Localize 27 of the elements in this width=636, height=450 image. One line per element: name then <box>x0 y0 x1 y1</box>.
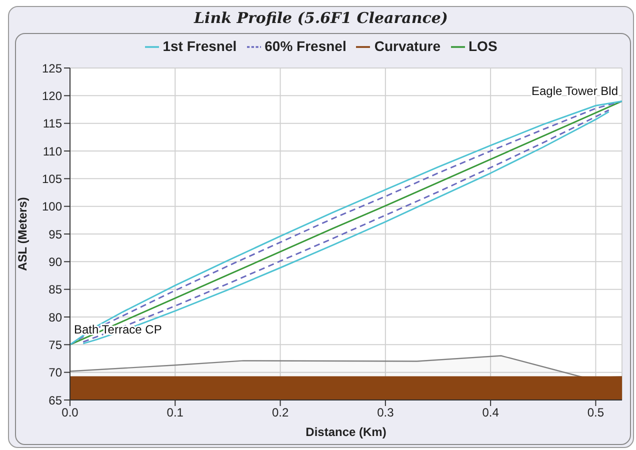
y-tick-label: 80 <box>48 310 62 324</box>
y-tick-label: 70 <box>48 366 62 380</box>
x-axis-title: Distance (Km) <box>306 425 386 439</box>
y-tick-label: 65 <box>48 393 62 408</box>
y-tick-label: 100 <box>42 200 62 214</box>
y-tick-label: 75 <box>48 338 62 352</box>
y-tick-label: 95 <box>48 227 62 242</box>
y-tick-label: 85 <box>48 282 62 297</box>
legend-label: 60% Fresnel <box>264 38 346 54</box>
y-axis-title: ASL (Meters) <box>15 197 30 271</box>
x-tick-label: 0.5 <box>587 406 604 420</box>
x-tick-label: 0.1 <box>166 406 184 420</box>
y-tick-label: 90 <box>48 254 62 269</box>
annotation: Eagle Tower Bld <box>532 84 618 98</box>
x-tick-label: 0.0 <box>62 406 79 420</box>
legend-label: Curvature <box>374 38 440 54</box>
x-tick-label: 0.4 <box>482 406 500 420</box>
chart-title: Link Profile (5.6F1 Clearance) <box>192 9 450 27</box>
x-tick-label: 0.2 <box>272 406 289 420</box>
y-tick-label: 105 <box>42 172 62 186</box>
y-tick-label: 115 <box>42 116 62 131</box>
y-tick-label: 125 <box>42 61 62 76</box>
legend-label: LOS <box>468 38 498 54</box>
legend-label: 1st Fresnel <box>162 38 237 54</box>
y-tick-label: 120 <box>42 88 62 103</box>
x-tick-label: 0.3 <box>377 406 394 420</box>
y-tick-label: 110 <box>42 144 62 158</box>
